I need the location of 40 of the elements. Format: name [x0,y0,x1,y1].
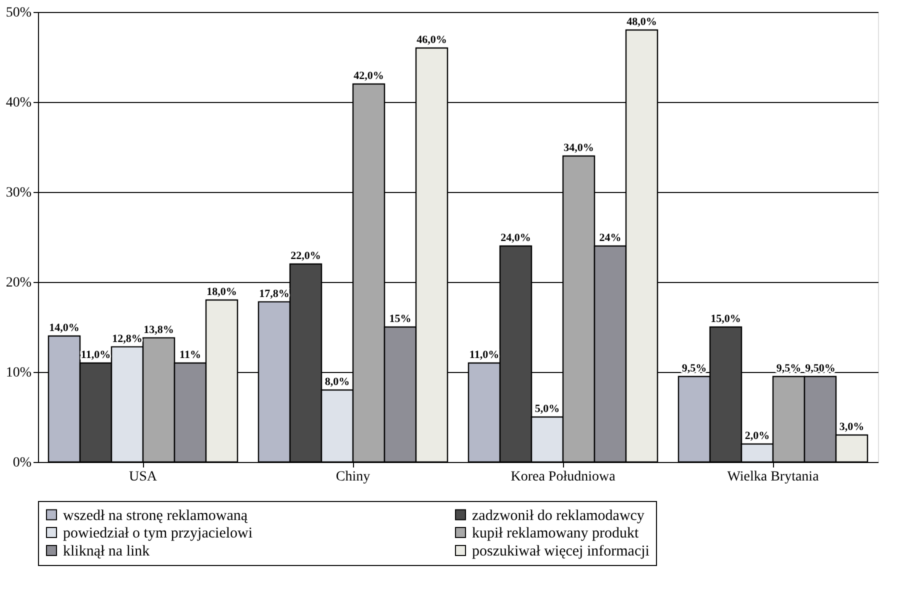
y-tick-label: 30% [6,186,32,200]
data-label: 15% [389,313,412,325]
legend-label: kupił reklamowany produkt [472,526,640,542]
y-tick-label: 0% [12,456,32,470]
y-tick-label: 20% [6,276,32,290]
legend-label: kliknął na link [63,544,150,560]
data-label: 5,0% [534,403,560,415]
data-label: 42,0% [354,70,384,82]
data-label: 13,8% [144,324,174,336]
data-label: 8,0% [324,376,350,388]
y-tick-label: 50% [6,6,32,20]
data-label: 24,0% [500,232,531,244]
data-label: 9,5% [682,362,707,374]
data-label: 15,0% [710,313,741,325]
legend-label: poszukiwał więcej informacji [472,544,650,560]
data-label: 9,50% [805,362,836,374]
data-label: 14,0% [49,322,80,334]
data-label: 24% [599,232,622,244]
data-label: 3,0% [839,421,864,433]
x-tick-label: Korea Południowa [510,470,616,484]
data-label: 17,8% [259,288,290,300]
x-tick-label: Wielka Brytania [727,470,820,484]
data-label: 18,0% [206,286,237,298]
data-label: 12,8% [112,332,142,345]
data-label: 22,0% [290,250,321,262]
legend-label: wszedł na stronę reklamowaną [63,508,248,524]
data-label: 2,0% [744,430,770,442]
x-tick-label: USA [128,470,158,484]
data-label: 11,0% [80,349,111,361]
x-tick-label: Chiny [336,470,370,484]
y-tick-label: 10% [6,366,32,380]
data-label: 46,0% [416,34,447,46]
legend-label: zadzwonił do reklamodawcy [472,508,645,524]
data-label: 11% [180,349,201,361]
data-label: 48,0% [626,16,657,28]
legend-label: powiedział o tym przyjacielowi [63,526,253,542]
y-tick-label: 40% [6,96,32,110]
data-label: 9,5% [776,362,802,374]
data-label: 34,0% [564,142,594,154]
data-label: 11,0% [469,349,500,361]
